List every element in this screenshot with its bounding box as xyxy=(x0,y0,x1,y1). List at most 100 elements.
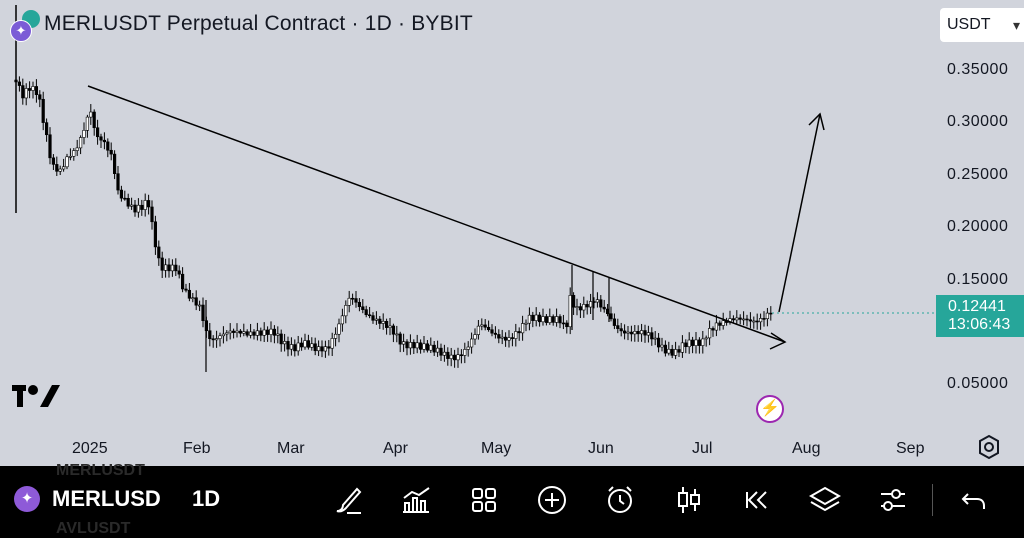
candle-body xyxy=(388,325,392,328)
candle-body xyxy=(619,328,623,332)
candle-body xyxy=(507,337,511,341)
candle-body xyxy=(235,330,239,333)
candle-body xyxy=(667,348,671,354)
date-axis-label: Jun xyxy=(588,440,614,457)
candle-body xyxy=(571,295,576,308)
interval-selector[interactable]: 1D xyxy=(192,486,221,511)
layers-icon[interactable] xyxy=(808,483,842,517)
add-icon[interactable] xyxy=(535,483,569,517)
candle-body xyxy=(646,332,650,336)
candle-body xyxy=(378,318,382,324)
draw-brush-icon[interactable] xyxy=(331,483,365,517)
candle-body xyxy=(106,141,110,151)
alert-clock-icon[interactable] xyxy=(603,483,637,517)
candle-body xyxy=(242,331,246,334)
candle-body xyxy=(164,264,168,271)
candle-body xyxy=(350,297,355,300)
descending-trendline xyxy=(87,85,786,343)
candle-body xyxy=(588,301,593,308)
candle-body xyxy=(68,156,72,158)
candle-body xyxy=(41,98,45,123)
candle-body xyxy=(238,330,243,334)
candle-body xyxy=(568,295,572,328)
candle-body xyxy=(677,349,681,353)
symbol-selector[interactable]: MERLUSD xyxy=(52,486,161,511)
candle-body xyxy=(24,88,28,99)
chart-type-candles-icon[interactable] xyxy=(672,483,706,517)
flash-icon[interactable]: ⚡ xyxy=(756,395,784,423)
candle-body xyxy=(721,320,725,326)
candle-body xyxy=(374,318,379,321)
candle-body xyxy=(758,318,763,323)
candle-body xyxy=(136,204,141,213)
undo-icon[interactable] xyxy=(957,483,991,517)
candle-body xyxy=(157,246,161,259)
candle-body xyxy=(143,200,147,210)
candle-body xyxy=(371,315,375,321)
candle-body xyxy=(442,351,447,356)
candle-body xyxy=(34,86,38,95)
candle-body xyxy=(762,318,766,320)
candle-body xyxy=(429,344,433,351)
candle-body xyxy=(296,342,300,352)
symbol-icon[interactable]: ✦ xyxy=(14,486,40,512)
candle-body xyxy=(130,204,134,207)
candle-body xyxy=(354,298,358,303)
candle-body xyxy=(174,264,178,272)
candle-body xyxy=(313,343,317,352)
date-axis-label: Sep xyxy=(896,440,925,457)
candle-body xyxy=(249,331,253,336)
candle-body xyxy=(364,309,368,316)
indicators-icon[interactable] xyxy=(399,483,433,517)
candle-body xyxy=(272,328,277,336)
candle-body xyxy=(459,354,464,357)
candle-body xyxy=(497,334,501,339)
date-axis-label: May xyxy=(481,440,512,457)
bottom-toolbar: MERLUSDT AVLUSDT ✦ MERLUSD 1D xyxy=(0,462,1024,537)
candle-body xyxy=(435,347,440,353)
candle-body xyxy=(102,139,106,143)
candle-body xyxy=(119,189,123,199)
replay-icon[interactable] xyxy=(740,483,774,517)
candle-body xyxy=(446,351,450,359)
candle-body xyxy=(565,322,569,328)
settings-icon[interactable] xyxy=(976,434,1002,465)
candle-body xyxy=(541,316,545,323)
price-chart[interactable] xyxy=(0,0,1024,466)
candle-body xyxy=(469,338,474,348)
chart-area[interactable]: ✦ MERLUSDT Perpetual Contract · 1D · BYB… xyxy=(0,0,1024,466)
candle-body xyxy=(361,306,365,310)
candle-body xyxy=(510,337,515,339)
candle-body xyxy=(194,297,198,306)
candle-body xyxy=(333,333,338,339)
candle-body xyxy=(320,346,324,352)
candle-body xyxy=(551,316,555,323)
candle-body xyxy=(554,316,559,323)
candle-body xyxy=(282,341,287,345)
date-axis-label: 2025 xyxy=(72,440,108,457)
price-axis-label: 0.35000 xyxy=(947,61,1009,78)
candle-body xyxy=(629,331,633,335)
candle-body xyxy=(170,264,175,272)
candle-body xyxy=(276,333,280,336)
candle-body xyxy=(561,322,565,325)
currency-selector[interactable]: USDT ▾ xyxy=(940,8,1024,42)
candle-body xyxy=(327,346,331,349)
candle-body xyxy=(215,338,219,341)
candle-body xyxy=(153,221,158,248)
candle-body xyxy=(79,137,83,149)
settings-sliders-icon[interactable] xyxy=(876,483,910,517)
candle-body xyxy=(473,334,477,340)
candle-body xyxy=(524,322,528,325)
candle-body xyxy=(269,328,273,335)
candle-body xyxy=(585,304,589,308)
trendline-arrowhead xyxy=(769,332,787,350)
candle-body xyxy=(439,347,443,356)
candle-body xyxy=(72,150,76,157)
layouts-icon[interactable] xyxy=(467,483,501,517)
tradingview-logo[interactable] xyxy=(12,383,60,414)
candle-body xyxy=(602,306,606,310)
candle-body xyxy=(198,304,202,307)
candle-body xyxy=(85,116,89,131)
candle-body xyxy=(177,270,181,275)
